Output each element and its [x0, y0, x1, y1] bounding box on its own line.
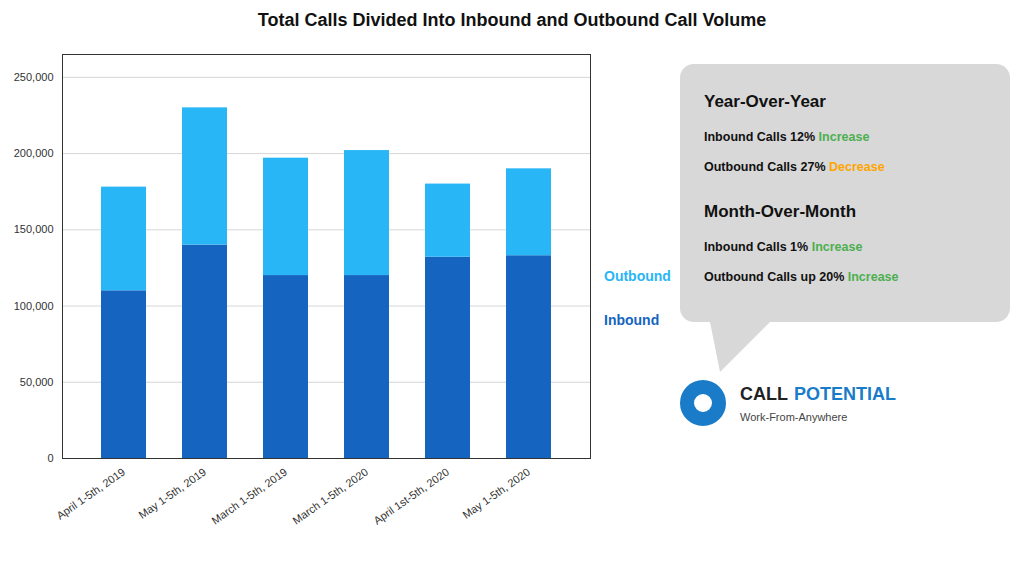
html-text:Outbound: Outbound — [604, 268, 671, 284]
svg-text:May 1-5th, 2019: May 1-5th, 2019 — [136, 465, 208, 520]
html-text:Inbound Calls 1% Increase: Inbound Calls 1% Increase — [704, 240, 863, 254]
svg-text:April 1st-5th, 2020: April 1st-5th, 2020 — [371, 465, 451, 526]
svg-text:50,000: 50,000 — [20, 376, 54, 388]
html-text:Inbound: Inbound — [604, 312, 660, 328]
html-text:Month-Over-Month: Month-Over-Month — [704, 202, 856, 221]
svg-text:200,000: 200,000 — [14, 147, 54, 159]
html-text:Outbound Calls up 20% Increase: Outbound Calls up 20% Increase — [704, 270, 899, 284]
html-text:Year-Over-Year: Year-Over-Year — [704, 92, 826, 111]
svg-text:May 1-5th, 2020: May 1-5th, 2020 — [460, 465, 532, 520]
svg-text:0: 0 — [47, 452, 53, 464]
svg-text:100,000: 100,000 — [14, 300, 54, 312]
html-text:Total Calls Divided Into Inbou: Total Calls Divided Into Inbound and Out… — [257, 10, 767, 30]
html-text:Work-From-Anywhere: Work-From-Anywhere — [740, 410, 848, 423]
svg-text:250,000: 250,000 — [14, 71, 54, 83]
svg-text:March 1-5th, 2019: March 1-5th, 2019 — [209, 465, 289, 526]
html-text:CALL POTENTIAL: CALL POTENTIAL — [740, 383, 896, 404]
svg-text:150,000: 150,000 — [14, 223, 54, 235]
html-text:Inbound Calls 12% Increase: Inbound Calls 12% Increase — [704, 130, 870, 144]
html-text:Outbound Calls 27% Decrease: Outbound Calls 27% Decrease — [704, 160, 885, 174]
svg-text:April 1-5th, 2019: April 1-5th, 2019 — [54, 465, 127, 521]
svg-text:March 1-5th, 2020: March 1-5th, 2020 — [290, 465, 370, 526]
